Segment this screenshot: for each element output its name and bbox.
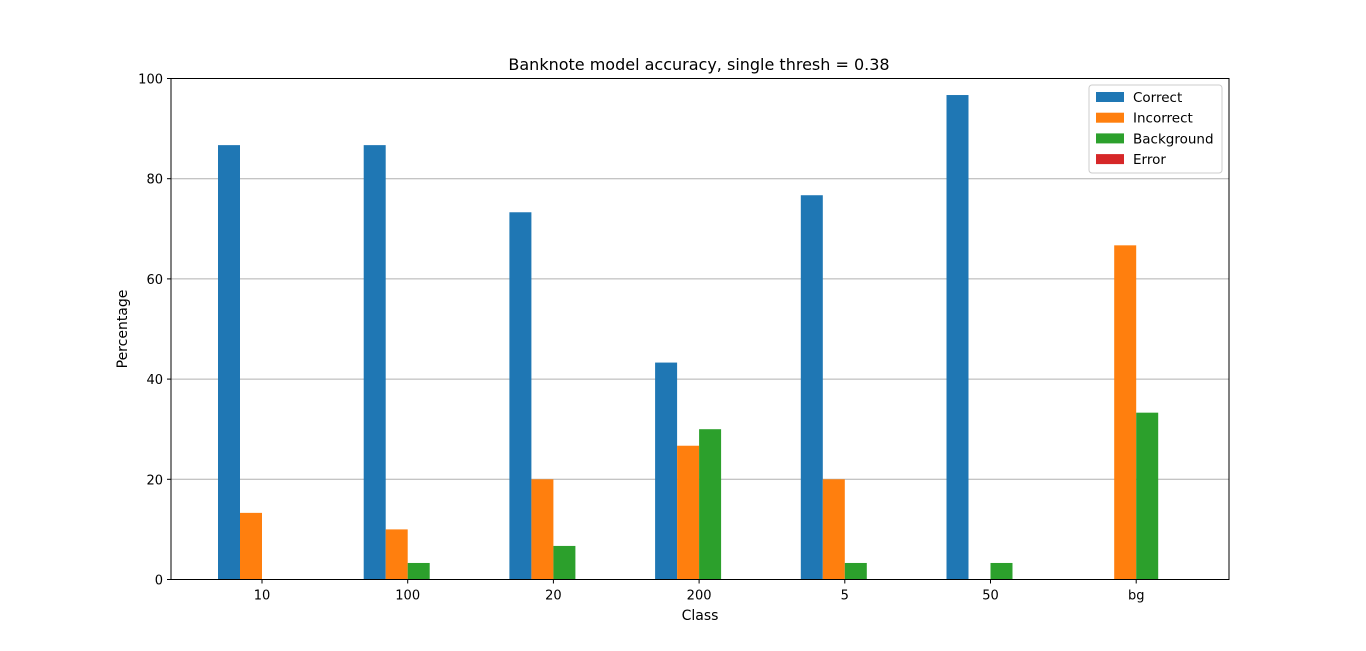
chart-title: Banknote model accuracy, single thresh =… (508, 55, 889, 74)
x-axis-label: Class (682, 608, 719, 624)
bar-incorrect-5 (822, 479, 845, 580)
y-tick-label: 80 (146, 173, 163, 188)
bar-incorrect-bg (1114, 245, 1137, 580)
bar-background-bg (1136, 412, 1159, 580)
bar-background-20 (553, 545, 576, 580)
legend-label-incorrect: Incorrect (1133, 111, 1193, 127)
bar-correct-20 (509, 212, 532, 580)
y-tick-label: 40 (146, 373, 163, 388)
y-tick-label: 60 (146, 273, 163, 288)
bar-correct-200 (655, 362, 678, 580)
y-tick-label: 100 (138, 73, 163, 88)
bar-correct-10 (218, 145, 240, 580)
x-tick-label: 50 (982, 589, 999, 604)
bar-incorrect-100 (385, 529, 408, 580)
legend-label-correct: Correct (1133, 90, 1182, 106)
x-tick-label: 5 (841, 589, 849, 604)
bar-background-5 (844, 562, 867, 580)
bar-background-50 (990, 562, 1013, 580)
x-tick-label: 10 (254, 589, 271, 604)
bar-correct-5 (800, 195, 823, 580)
x-tick-label: bg (1128, 589, 1145, 604)
x-tick-label: 100 (395, 589, 420, 604)
bar-correct-50 (946, 95, 969, 580)
y-tick-label: 0 (155, 574, 163, 589)
x-axis-ticks: 10 100 20 200 5 50 bg (254, 579, 1145, 604)
plot-frame (170, 78, 1230, 580)
x-tick-label: 200 (687, 589, 712, 604)
y-tick-label: 20 (146, 473, 163, 488)
x-tick-label: 20 (545, 589, 562, 604)
bar-incorrect-10 (240, 512, 262, 580)
bar-background-200 (699, 429, 722, 580)
legend-box (1088, 84, 1223, 174)
bar-background-100 (407, 562, 430, 580)
bar-incorrect-20 (531, 479, 554, 580)
y-axis-label: Percentage (115, 290, 131, 369)
bars (218, 95, 1159, 580)
legend-swatch-incorrect (1096, 112, 1124, 123)
legend: Correct Incorrect Background Error (1088, 84, 1223, 174)
y-axis-ticks: 0 20 40 60 80 100 (138, 73, 171, 589)
bar-incorrect-200 (677, 445, 700, 580)
bar-correct-100 (363, 145, 386, 580)
legend-swatch-correct (1096, 92, 1124, 102)
legend-swatch-background (1096, 133, 1124, 144)
legend-label-background: Background (1133, 131, 1214, 147)
legend-swatch-error (1096, 154, 1124, 165)
legend-label-error: Error (1133, 152, 1166, 168)
